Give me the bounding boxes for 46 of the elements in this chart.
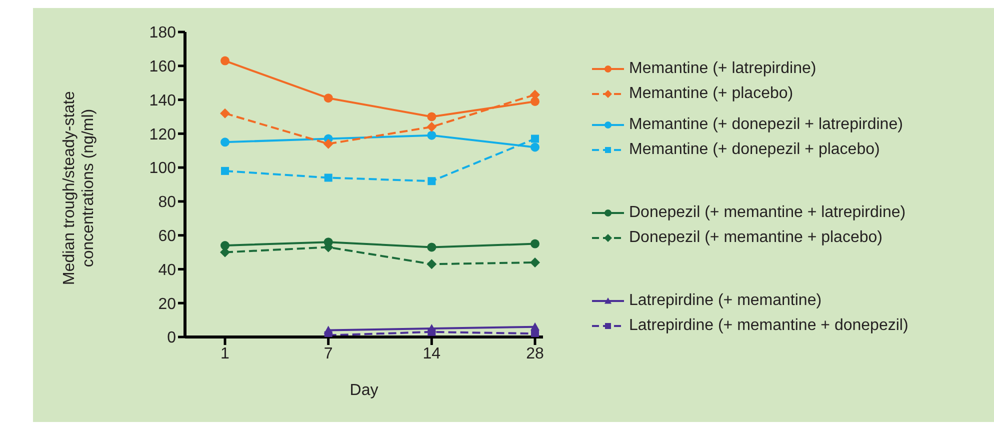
legend-label: Memantine (+ donepezil + latrepirdine) bbox=[629, 116, 903, 134]
legend-label: Latrepirdine (+ memantine + donepezil) bbox=[629, 316, 908, 334]
point bbox=[324, 326, 333, 334]
y-tick-label: 120 bbox=[149, 126, 176, 144]
point bbox=[427, 242, 436, 252]
legend-label: Donepezil (+ memantine + latrepirdine) bbox=[629, 204, 906, 222]
point bbox=[530, 322, 540, 330]
y-tick-label: 160 bbox=[149, 58, 176, 76]
point bbox=[221, 166, 229, 175]
point bbox=[220, 241, 230, 250]
y-tick-label: 140 bbox=[149, 92, 176, 110]
legend-label: Memantine (+ latrepirdine) bbox=[629, 60, 816, 78]
y-axis-title: Median trough/steady-state concentrations (ng/ml) bbox=[60, 90, 98, 287]
point bbox=[220, 56, 230, 66]
x-tick-label: 28 bbox=[526, 345, 544, 362]
x-tick-label: 14 bbox=[422, 345, 441, 362]
x-axis-title: Day bbox=[350, 382, 378, 399]
y-tick-label: 100 bbox=[149, 160, 176, 178]
y-tick-label: 0 bbox=[167, 330, 176, 347]
legend-label: Memantine (+ donepezil + placebo) bbox=[629, 140, 880, 158]
y-tick-label: 60 bbox=[158, 228, 176, 246]
point bbox=[530, 257, 540, 268]
legend-label: Latrepirdine (+ memantine) bbox=[629, 292, 822, 310]
point bbox=[530, 142, 540, 152]
legend-label: Memantine (+ placebo) bbox=[629, 84, 794, 102]
point bbox=[427, 324, 436, 332]
point bbox=[531, 134, 539, 143]
point bbox=[427, 130, 436, 140]
y-tick-label: 80 bbox=[158, 194, 176, 212]
point bbox=[220, 108, 230, 118]
point bbox=[530, 239, 540, 248]
point bbox=[323, 138, 334, 149]
point bbox=[324, 94, 333, 103]
legend-label: Donepezil (+ memantine + placebo) bbox=[629, 228, 882, 246]
x-tick-label: 1 bbox=[220, 345, 230, 362]
y-tick-label: 180 bbox=[149, 24, 176, 42]
x-tick-label: 7 bbox=[324, 345, 333, 362]
y-tick-label: 40 bbox=[158, 262, 176, 279]
point bbox=[530, 96, 540, 106]
point bbox=[426, 122, 437, 132]
point bbox=[220, 138, 230, 147]
point bbox=[426, 259, 437, 270]
y-tick-label: 20 bbox=[158, 296, 176, 313]
point bbox=[427, 112, 436, 122]
point bbox=[324, 174, 332, 182]
point bbox=[428, 177, 436, 186]
